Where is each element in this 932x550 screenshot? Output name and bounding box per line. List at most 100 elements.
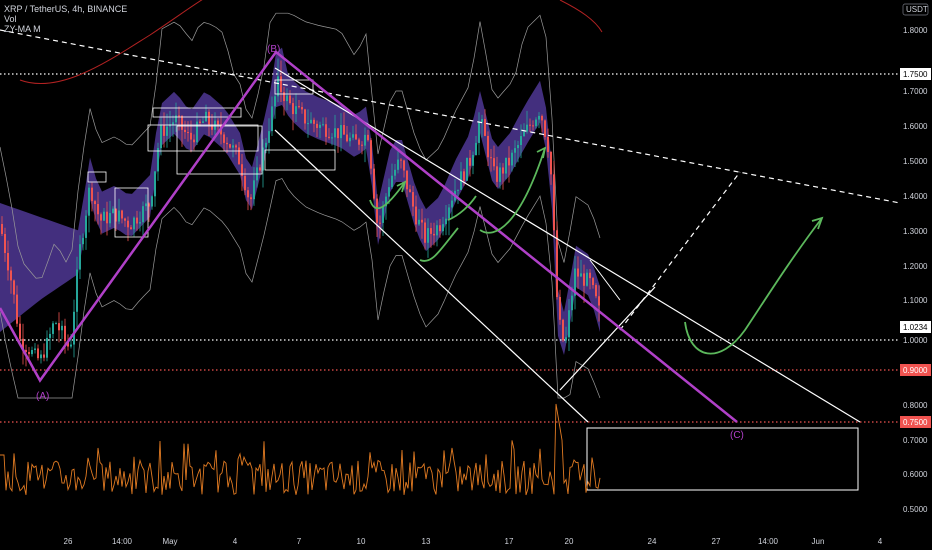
candle-body: [259, 167, 261, 171]
candle-body: [196, 121, 198, 143]
candle-body: [385, 196, 387, 207]
candle-body: [328, 136, 330, 138]
price-tick-label: 1.5000: [903, 157, 928, 166]
candle-body: [343, 125, 345, 135]
candle-body: [514, 148, 516, 153]
time-tick-label: 13: [422, 537, 431, 546]
chart-legend[interactable]: XRP / TetherUS, 4h, BINANCE Vol ZY-MA M: [4, 4, 127, 34]
candle-body: [559, 297, 561, 320]
indicator-vol[interactable]: Vol: [4, 14, 17, 24]
candle-body: [175, 115, 177, 123]
time-tick-label: 20: [565, 537, 574, 546]
candle-body: [274, 96, 276, 107]
candle-body: [451, 200, 453, 208]
candle-body: [250, 197, 252, 200]
candle-body: [121, 210, 123, 219]
candle-body: [211, 124, 213, 130]
time-tick-label: 4: [878, 537, 883, 546]
candle-body: [7, 252, 9, 271]
green-arrow: [684, 217, 823, 355]
candle-body: [466, 157, 468, 181]
candle-body: [58, 323, 60, 331]
candle-body: [502, 167, 504, 174]
wave-label-c: (C): [730, 430, 744, 441]
candle-body: [574, 268, 576, 296]
price-tick-label: 1.3000: [903, 227, 928, 236]
ma-band: [0, 47, 600, 355]
arrow-head: [396, 180, 407, 193]
candle-body: [598, 296, 600, 306]
symbol-line[interactable]: XRP / TetherUS, 4h, BINANCE: [4, 4, 128, 14]
candle-body: [481, 119, 483, 123]
candle-body: [286, 95, 288, 102]
candle-body: [253, 180, 255, 200]
indicator-ma[interactable]: ZY-MA M: [4, 24, 41, 34]
candle-body: [28, 351, 30, 355]
candle-body: [79, 244, 81, 270]
candle-body: [433, 233, 435, 236]
candle-body: [499, 167, 501, 182]
candle-body: [367, 134, 369, 141]
candle-body: [352, 134, 354, 138]
candle-body: [181, 116, 183, 130]
candle-body: [409, 189, 411, 193]
candle-body: [415, 206, 417, 225]
trend-lines: [0, 29, 901, 423]
candle-body: [52, 323, 54, 334]
candle-body: [583, 273, 585, 286]
candle-body: [376, 198, 378, 223]
time-axis[interactable]: 26 14:00 May 4 7 10 13 17 20 24 27 14:00 Jun 4: [64, 537, 883, 546]
price-axis[interactable]: 1.90001.80001.75001.70001.60001.50001.40…: [900, 5, 931, 514]
candle-body: [562, 319, 564, 341]
candle-body: [406, 170, 408, 190]
candle-body: [529, 124, 531, 126]
candle-body: [10, 270, 12, 281]
candle-body: [310, 119, 312, 124]
candle-body: [547, 136, 549, 152]
candle-body: [484, 119, 486, 136]
time-tick-label: 7: [297, 537, 302, 546]
candle-body: [70, 344, 72, 347]
candle-body: [445, 218, 447, 225]
candle-body: [217, 120, 219, 125]
candle-body: [400, 159, 402, 161]
candle-body: [364, 134, 366, 146]
candle-body: [361, 144, 363, 146]
wave-label-a: (A): [36, 391, 49, 402]
candle-body: [463, 171, 465, 181]
candle-body: [340, 125, 342, 139]
candle-body: [46, 337, 48, 358]
candle-body: [25, 349, 27, 352]
candle-body: [556, 230, 558, 298]
currency-badge: USDT: [902, 3, 929, 16]
price-tick-label: 0.7000: [903, 436, 928, 445]
candle-body: [241, 164, 243, 176]
candle-body: [520, 136, 522, 145]
candle-body: [280, 76, 282, 93]
breakout-line: [559, 286, 656, 391]
candle-body: [439, 225, 441, 232]
candle-body: [418, 219, 420, 225]
candle-body: [565, 337, 567, 341]
candle-body: [160, 124, 162, 149]
candle-body: [313, 119, 315, 124]
time-tick-label: 27: [712, 537, 721, 546]
consolidation-box: [176, 125, 263, 175]
candle-body: [202, 121, 204, 123]
arrow-head: [536, 146, 547, 159]
candle-body: [43, 354, 45, 358]
candle-body: [268, 131, 270, 143]
candle-body: [550, 151, 552, 175]
lower-band-line: [0, 178, 601, 399]
candle-body: [208, 111, 210, 125]
candle-body: [292, 103, 294, 115]
candle-body: [553, 174, 555, 231]
candle-body: [469, 157, 471, 166]
candle-body: [1, 224, 3, 234]
candle-body: [322, 124, 324, 126]
candle-body: [532, 125, 534, 127]
candle-body: [355, 134, 357, 140]
time-tick-label: 4: [233, 537, 238, 546]
